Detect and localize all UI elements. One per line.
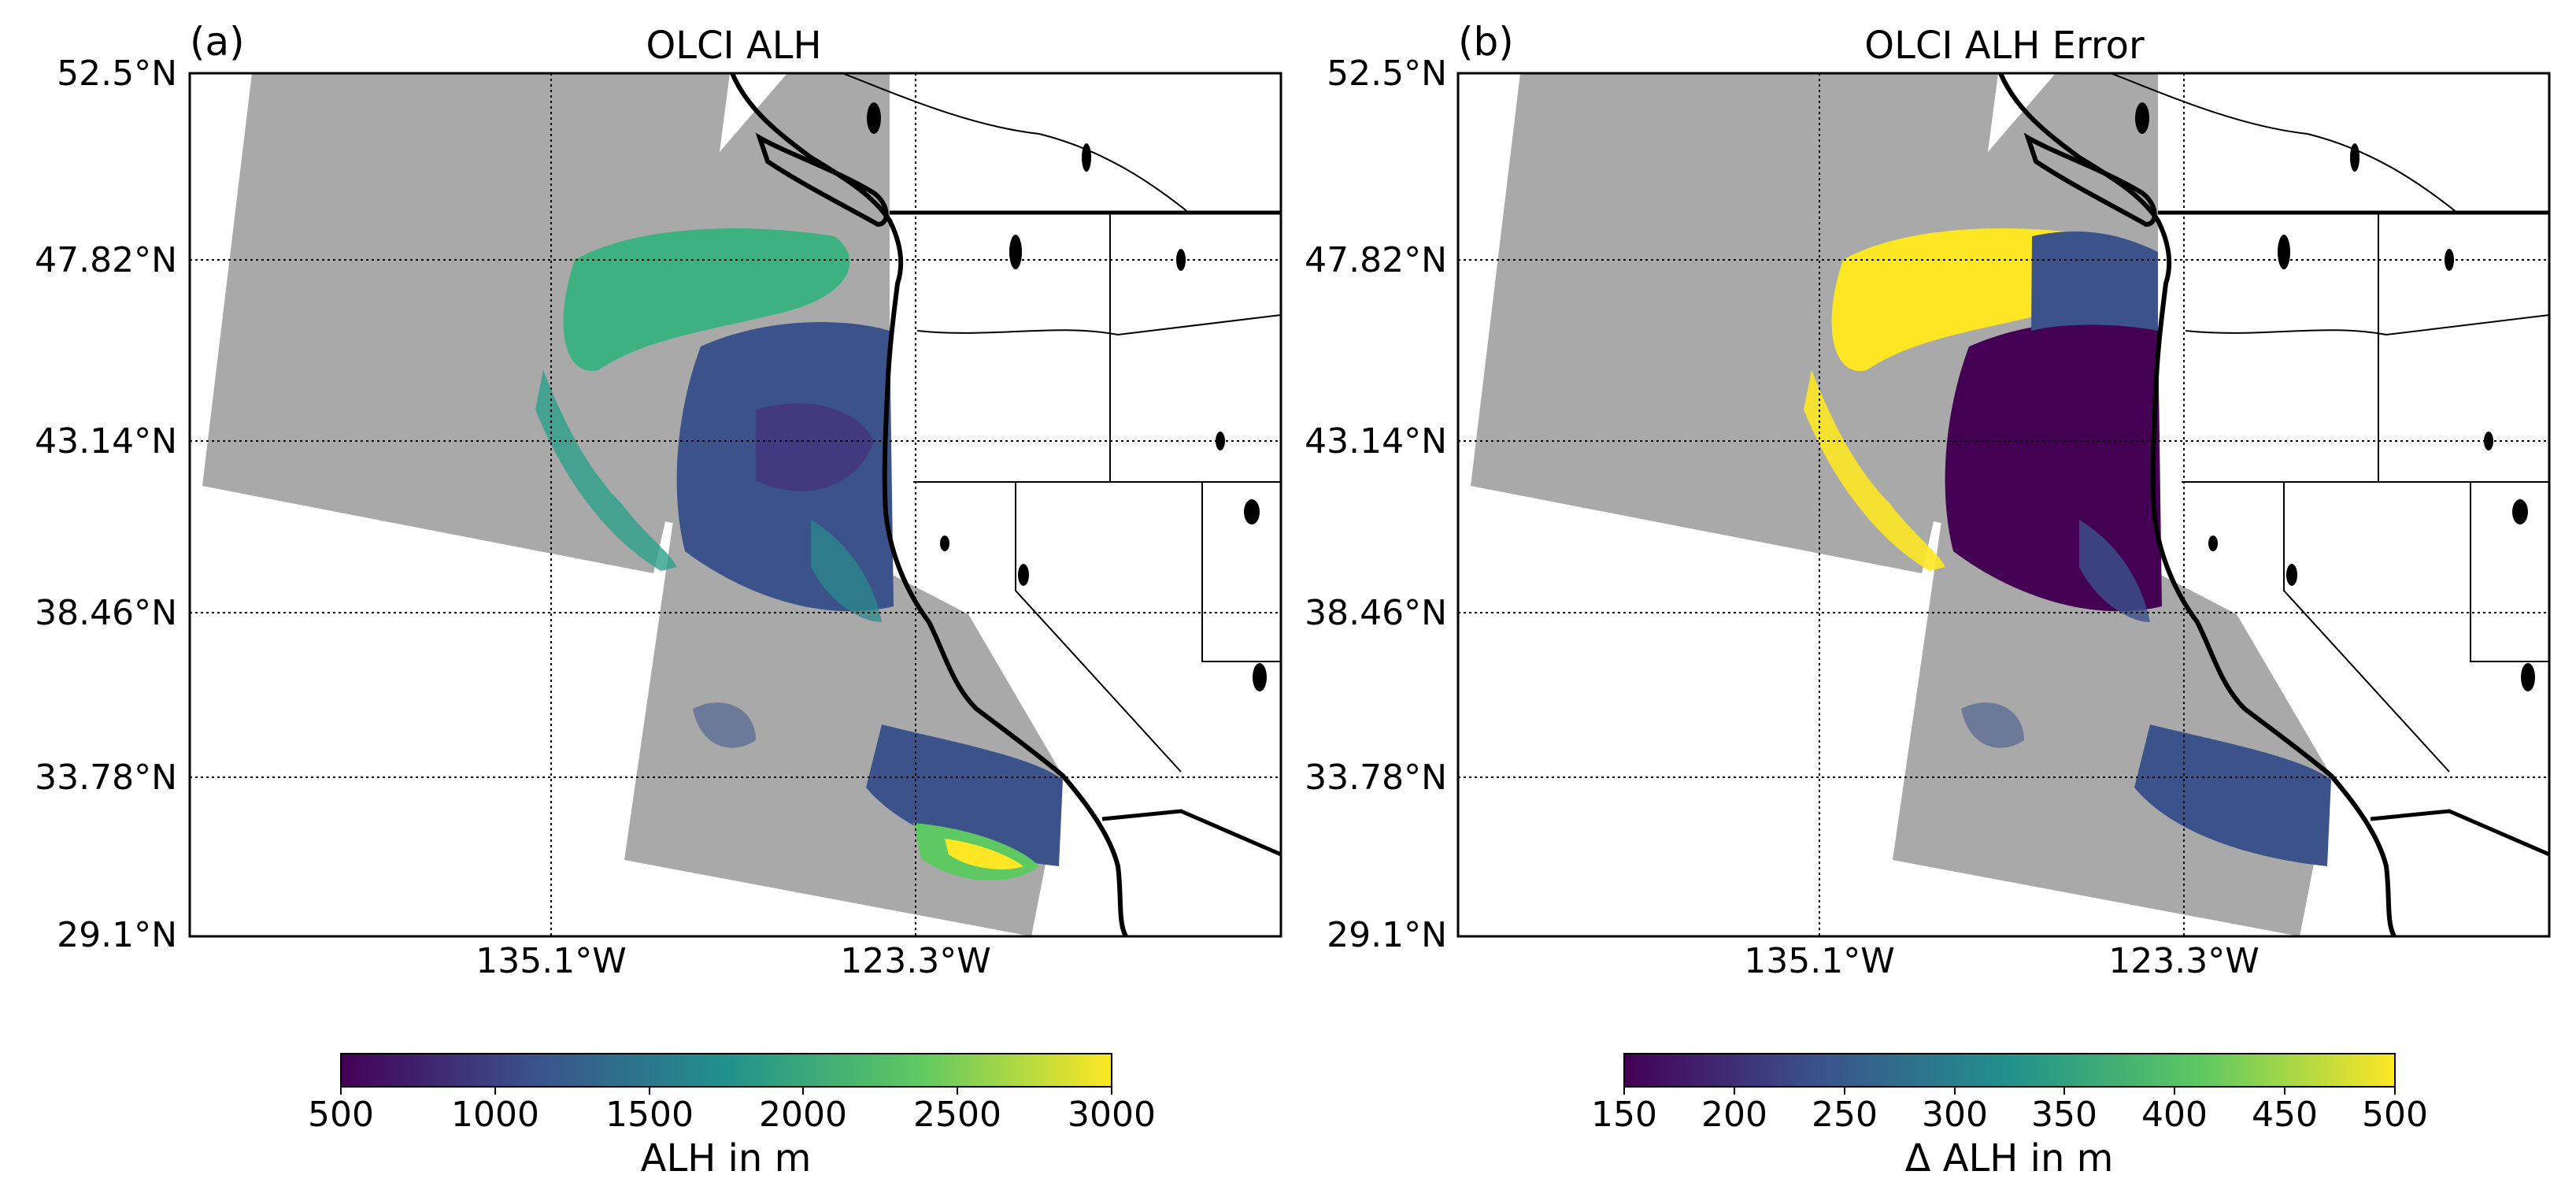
colorbar-tick-label: 1500 bbox=[605, 1095, 694, 1135]
colorbar-tick-label: 150 bbox=[1591, 1095, 1657, 1135]
borders-b bbox=[2110, 73, 2549, 857]
panel-a-title: OLCI ALH bbox=[646, 24, 821, 68]
borders-a bbox=[842, 73, 1281, 857]
colorbar-tick-label: 350 bbox=[2031, 1095, 2097, 1135]
gridlines-b bbox=[1458, 73, 2549, 936]
colorbar-tick-label: 500 bbox=[2362, 1095, 2428, 1135]
lat-label: 33.78°N bbox=[1305, 758, 1447, 798]
map-frame-a bbox=[188, 72, 1282, 938]
lat-label: 47.82°N bbox=[35, 240, 177, 280]
colorbar-tick-label: 200 bbox=[1701, 1095, 1767, 1135]
colorbar-b-label: Δ ALH in m bbox=[1905, 1136, 2114, 1180]
lat-label: 29.1°N bbox=[57, 915, 177, 955]
lat-label: 38.46°N bbox=[1305, 593, 1447, 633]
colorbar-tick-label: 450 bbox=[2252, 1095, 2318, 1135]
lat-label: 47.82°N bbox=[1305, 240, 1447, 280]
vancouver-island-b bbox=[2023, 132, 2157, 228]
colorbar-tick-label: 250 bbox=[1812, 1095, 1878, 1135]
panel-b-letter: (b) bbox=[1458, 19, 1514, 65]
lat-label: 52.5°N bbox=[1327, 54, 1447, 94]
colorbar-tick-label: 500 bbox=[308, 1095, 374, 1135]
lon-label: 135.1°W bbox=[476, 941, 626, 981]
alh-data-a bbox=[535, 228, 1063, 881]
lat-label: 43.14°N bbox=[35, 421, 177, 461]
map-area-a bbox=[190, 73, 1281, 936]
colorbar-tick-label: 1000 bbox=[451, 1095, 539, 1135]
colorbar-a: 500 1000 1500 2000 2500 3000 ALH in m bbox=[308, 1053, 1156, 1180]
colorbar-a-label: ALH in m bbox=[641, 1136, 812, 1180]
map-frame-b bbox=[1456, 72, 2551, 938]
coastline-a bbox=[730, 73, 1128, 936]
panel-a-letter: (a) bbox=[190, 19, 245, 65]
lat-label: 29.1°N bbox=[1327, 915, 1447, 955]
coastline-b bbox=[1998, 73, 2396, 936]
colorbar-tick-label: 400 bbox=[2141, 1095, 2208, 1135]
colorbar-a-ticks bbox=[340, 1087, 1112, 1095]
colorbar-tick-label: 2500 bbox=[913, 1095, 1001, 1135]
lon-labels-a: 135.1°W 123.3°W bbox=[476, 941, 990, 981]
gridlines-a bbox=[190, 73, 1281, 936]
alh-error-data-b bbox=[1804, 228, 2331, 866]
panel-b: (b) OLCI ALH Error bbox=[1305, 19, 2551, 1180]
vancouver-island-a bbox=[755, 132, 889, 228]
lon-labels-b: 135.1°W 123.3°W bbox=[1744, 941, 2259, 981]
lat-label: 38.46°N bbox=[35, 593, 177, 633]
colorbar-tick-label: 2000 bbox=[759, 1095, 847, 1135]
lat-label: 52.5°N bbox=[57, 54, 177, 94]
colorbar-tick-label: 3000 bbox=[1068, 1095, 1156, 1135]
colorbar-b: 150 200 250 300 350 400 450 500 Δ ALH in… bbox=[1591, 1053, 2428, 1180]
panel-a: (a) OLCI ALH bbox=[35, 19, 1282, 1180]
lat-labels-a: 52.5°N 47.82°N 43.14°N 38.46°N 33.78°N 2… bbox=[35, 54, 177, 955]
lon-label: 123.3°W bbox=[840, 941, 990, 981]
colorbar-a-gradient bbox=[340, 1053, 1112, 1088]
colorbar-tick-label: 300 bbox=[1922, 1095, 1988, 1135]
lat-label: 43.14°N bbox=[1305, 421, 1447, 461]
lat-labels-b: 52.5°N 47.82°N 43.14°N 38.46°N 33.78°N 2… bbox=[1305, 54, 1447, 955]
lat-label: 33.78°N bbox=[35, 758, 177, 798]
lakes-a bbox=[867, 102, 1267, 691]
lon-label: 135.1°W bbox=[1744, 941, 1894, 981]
panel-b-title: OLCI ALH Error bbox=[1864, 24, 2145, 68]
map-area-b bbox=[1458, 73, 2549, 936]
lon-label: 123.3°W bbox=[2108, 941, 2259, 981]
colorbar-b-ticks bbox=[1623, 1087, 2396, 1095]
colorbar-b-gradient bbox=[1623, 1053, 2396, 1088]
